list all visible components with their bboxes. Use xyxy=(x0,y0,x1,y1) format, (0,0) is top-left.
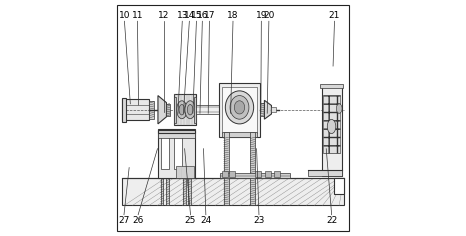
Bar xyxy=(260,103,264,116)
Text: 26: 26 xyxy=(132,216,144,225)
Text: 19: 19 xyxy=(255,11,267,20)
Bar xyxy=(220,173,290,178)
Bar xyxy=(166,104,170,116)
Bar xyxy=(174,136,182,169)
Bar xyxy=(222,132,257,137)
Polygon shape xyxy=(335,178,344,194)
Bar xyxy=(161,168,164,205)
Bar xyxy=(174,97,176,123)
Text: 14: 14 xyxy=(184,11,195,20)
Ellipse shape xyxy=(336,104,342,113)
Bar xyxy=(322,95,340,153)
Ellipse shape xyxy=(234,101,245,114)
Text: 23: 23 xyxy=(254,216,265,225)
Bar xyxy=(183,168,186,205)
Bar xyxy=(219,83,260,137)
Text: 18: 18 xyxy=(227,11,239,20)
Ellipse shape xyxy=(179,105,185,115)
Text: 24: 24 xyxy=(200,216,212,225)
Text: 22: 22 xyxy=(326,216,337,225)
Text: 25: 25 xyxy=(185,216,196,225)
Text: 21: 21 xyxy=(329,11,340,20)
Text: 15: 15 xyxy=(191,11,202,20)
Bar xyxy=(194,97,197,123)
Bar xyxy=(224,132,229,205)
Bar xyxy=(149,101,154,119)
Bar xyxy=(250,132,255,205)
Bar xyxy=(265,171,271,177)
Bar xyxy=(274,171,280,177)
Bar xyxy=(222,87,257,133)
Bar xyxy=(255,171,261,177)
Text: 13: 13 xyxy=(177,11,188,20)
Text: 17: 17 xyxy=(204,11,215,20)
Polygon shape xyxy=(158,96,166,124)
Ellipse shape xyxy=(226,91,254,124)
Bar xyxy=(176,166,194,178)
Bar xyxy=(158,129,194,178)
Bar xyxy=(272,107,276,112)
Bar xyxy=(166,168,169,205)
Bar xyxy=(158,132,194,138)
Polygon shape xyxy=(264,100,272,119)
Ellipse shape xyxy=(187,105,193,115)
Ellipse shape xyxy=(185,101,195,119)
Text: 27: 27 xyxy=(118,216,130,225)
Ellipse shape xyxy=(177,101,187,119)
Bar xyxy=(161,136,169,169)
Text: 16: 16 xyxy=(197,11,208,20)
Ellipse shape xyxy=(230,96,249,119)
Bar xyxy=(122,99,149,120)
Text: 11: 11 xyxy=(132,11,143,20)
Text: 20: 20 xyxy=(263,11,274,20)
Bar xyxy=(158,130,194,133)
Bar xyxy=(308,170,342,176)
Ellipse shape xyxy=(327,119,336,134)
Bar xyxy=(122,98,126,122)
Text: 12: 12 xyxy=(158,11,170,20)
Bar xyxy=(197,105,219,114)
Bar xyxy=(122,178,344,205)
Bar xyxy=(188,168,191,205)
Bar xyxy=(229,171,235,177)
Bar xyxy=(174,94,197,125)
Bar xyxy=(322,86,342,176)
Bar xyxy=(222,171,228,177)
Text: 10: 10 xyxy=(119,11,130,20)
Bar xyxy=(320,84,343,88)
